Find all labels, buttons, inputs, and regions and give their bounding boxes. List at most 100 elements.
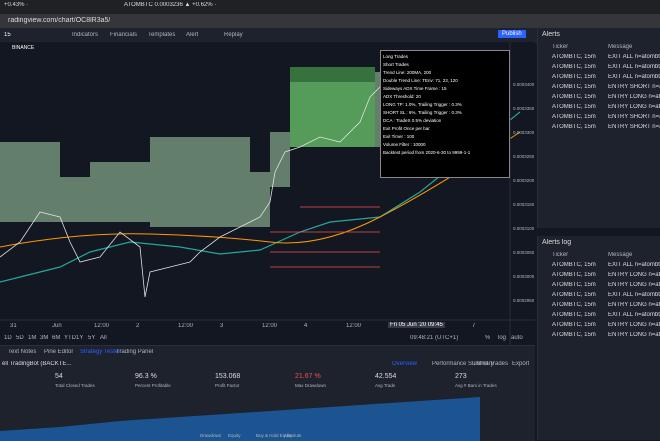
symbol[interactable]: 15 [4,32,11,38]
bottom-tab[interactable]: Strategy Tester [80,349,121,355]
settings-line: Sideways ADX Time Frame : 15 [383,86,447,91]
settings-line: LONG TP: 1.0%, Trailing Trigger : 0.3% [383,102,462,107]
price-label: 0.0003100 [513,226,535,231]
x-label: 12:00 [178,323,194,329]
x-label: 4 [304,323,308,329]
bottom-panel: Text Notes Pine Editor Strategy Tester Trad… [0,345,535,441]
report-tab[interactable]: List of Trades [472,361,509,367]
x-label: 12:00 [262,323,278,329]
bottom-tab[interactable]: Trading Panel [116,349,154,355]
report-tab[interactable]: Overview [392,361,418,367]
report-tab[interactable]: Export [512,361,530,367]
browser-tab[interactable]: ATOMBTC 0.0003236 ▲ +0.62% · [124,2,217,8]
ticker[interactable]: ATOMBTC, 15m [552,114,596,120]
ticker[interactable]: ATOMBTC, 15m [552,74,596,80]
range-button[interactable]: All [100,335,107,341]
equity-area [0,397,480,441]
settings-line: Exit Profit Once per bar [383,126,430,131]
ticker[interactable]: ATOMBTC, 15m [552,84,596,90]
message[interactable]: ENTRY LONG n=atombtc e=binance [608,282,660,288]
legend-item: Buy & Hold Equity [256,433,293,438]
stop-lines [270,206,380,268]
legend-item: Drawdown [200,433,222,438]
ticker[interactable]: ATOMBTC, 15m [552,322,596,328]
settings-line: Short Trades [383,62,409,67]
ticker[interactable]: ATOMBTC, 15m [552,94,596,100]
message[interactable]: ENTRY SHORT n=atombtc e=binance [608,114,660,120]
range-button[interactable]: 1D [4,335,12,341]
range-button[interactable]: 3M [40,335,49,341]
toolbar-button[interactable]: Financials [110,32,138,38]
stat-value: 96.3 % [135,373,157,380]
browser-tab[interactable]: +0.43% · [4,2,29,8]
stat-label: Percent Profitable [135,383,171,388]
toolbar-button[interactable]: Indicators [72,32,99,38]
range-button[interactable]: 1Y [76,335,84,341]
col-header: Ticker [552,44,569,50]
range-button[interactable]: 5D [16,335,24,341]
message[interactable]: EXIT ALL n=atombtc e=binance [608,312,660,318]
legend-item: Absolute [284,433,302,438]
settings-line: Double Trend Line: TEnv: 71, 23, 120 [383,78,458,83]
message[interactable]: ENTRY SHORT n=atombtc e=binance [608,84,660,90]
message[interactable]: EXIT ALL n=atombtc e=binance [608,262,660,268]
message[interactable]: ENTRY LONG n=atombtc e=binance [608,104,660,110]
tab-strip [0,0,660,14]
message[interactable]: EXIT ALL n=atombtc e=binance [608,54,660,60]
range-button[interactable]: YTD [64,335,76,341]
ticker[interactable]: ATOMBTC, 15m [552,262,596,268]
price-label: 0.0003050 [513,250,535,255]
ticker[interactable]: ATOMBTC, 15m [552,332,596,338]
scale-option[interactable]: log [498,335,507,341]
toolbar-button[interactable]: Templates [148,32,176,38]
ticker[interactable]: ATOMBTC, 15m [552,312,596,318]
report-tab[interactable]: Performance Summary [432,361,494,367]
settings-line: Exit Timer : 100 [383,134,415,139]
range-button[interactable]: 1M [28,335,37,341]
stat-label: Max Drawdown [295,383,327,388]
scale-option[interactable]: auto [511,335,523,341]
col-header: Message [608,252,633,258]
settings-line: ADX Threshold: 20 [383,94,421,99]
toolbar-button[interactable]: Replay [224,32,243,38]
stat-value: 153.068 [215,373,241,380]
ticker[interactable]: ATOMBTC, 15m [552,54,596,60]
message[interactable]: ENTRY LONG n=atombtc e=binance [608,302,660,308]
range-button[interactable]: 6M [52,335,61,341]
ticker[interactable]: ATOMBTC, 15m [552,272,596,278]
settings-line: Volume Filter : 10000 [383,142,426,147]
price-label: 0.0003250 [513,154,535,159]
chart-drawing [0,42,535,345]
scale-option[interactable]: % [485,335,491,341]
alerts-log-panel: Alerts log Ticker Message ATOMBTC, 15m EXIT … [537,236,660,440]
message[interactable]: ENTRY LONG n=atombtc e=binance [608,94,660,100]
bottom-tab[interactable]: Text Notes [8,349,37,355]
message[interactable]: ENTRY LONG n=atombtc e=binance [608,322,660,328]
publish-button[interactable]: Publish [498,30,526,38]
stat-label: Total Closed Trades [55,383,95,388]
stat-label: Avg Trade [375,383,396,388]
ticker[interactable]: ATOMBTC, 15m [552,302,596,308]
message[interactable]: ENTRY LONG n=atombtc e=binance [608,332,660,338]
price-line [0,86,391,298]
ticker[interactable]: ATOMBTC, 15m [552,124,596,130]
message[interactable]: ENTRY SHORT n=atombtc e=binance [608,124,660,130]
ticker[interactable]: ATOMBTC, 15m [552,282,596,288]
message[interactable]: EXIT ALL n=atombtc e=binance [608,292,660,298]
clock: 09:48:21 (UTC+1) [410,335,459,341]
ticker[interactable]: ATOMBTC, 15m [552,292,596,298]
url[interactable]: radingview.com/chart/OC8lR3a5/ [8,17,111,24]
range-button[interactable]: 5Y [88,335,96,341]
settings-box: Long Trades Short Trades Trend Line: 200MA… [380,50,510,178]
ticker[interactable]: ATOMBTC, 15m [552,64,596,70]
message[interactable]: ENTRY LONG n=atombtc e=binance [608,272,660,278]
price-label: 0.0003000 [513,274,535,279]
message[interactable]: EXIT ALL n=atombtc e=binance [608,74,660,80]
x-label: 3 [220,323,224,329]
ticker[interactable]: ATOMBTC, 15m [552,104,596,110]
price-label: 0.0002950 [513,298,535,303]
message[interactable]: EXIT ALL n=atombtc e=binance [608,64,660,70]
toolbar-button[interactable]: Alert [186,32,199,38]
bottom-tab[interactable]: Pine Editor [44,349,74,355]
